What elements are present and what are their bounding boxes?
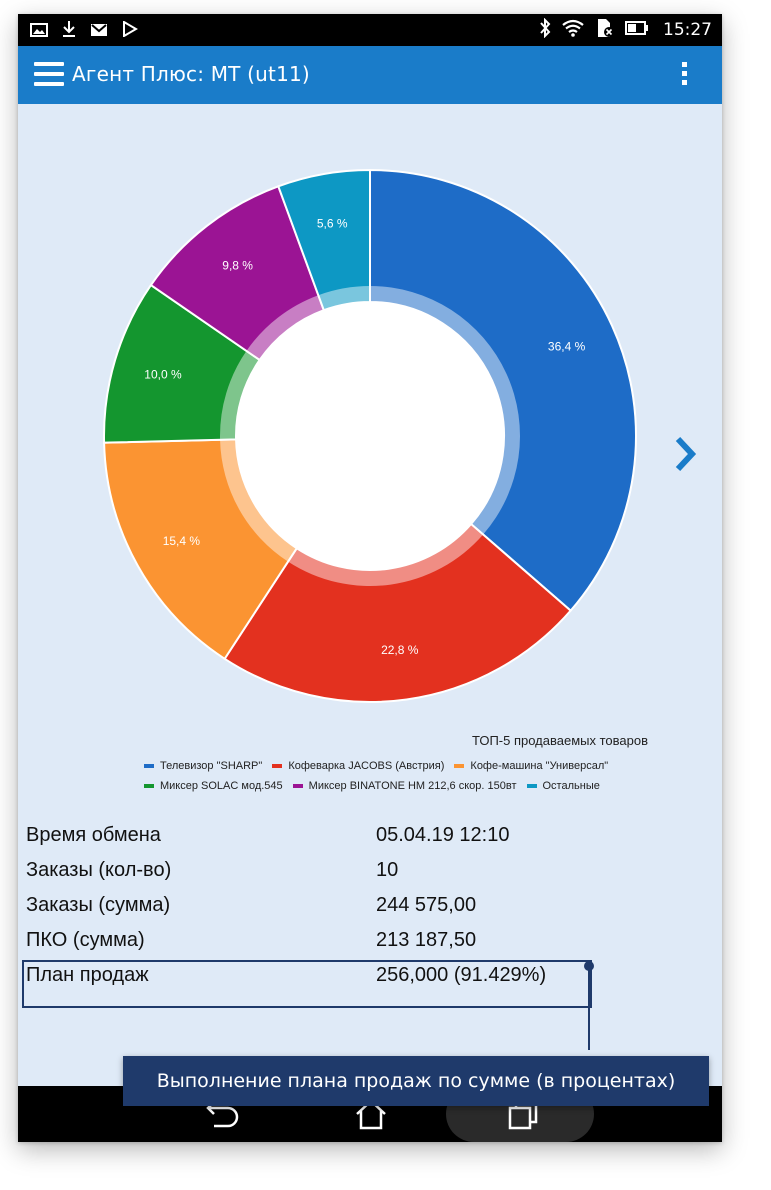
app-title: Агент Плюс: МТ (ut11) <box>72 62 310 86</box>
pie-slice-label: 9,8 % <box>222 258 253 272</box>
info-row-orders-sum: Заказы (сумма) 244 575,00 <box>18 888 722 923</box>
donut-chart: 36,4 % 22,8 % 15,4 % 10,0 % 9,8 % 5,6 % <box>103 168 637 703</box>
main-content: 36,4 % 22,8 % 15,4 % 10,0 % 9,8 % 5,6 % ТОП-5… <box>18 104 722 1086</box>
device-screen: 15:27 Агент Плюс: МТ (ut11) 36,4 % 22,8 %… <box>18 14 722 1142</box>
battery-icon <box>625 20 649 40</box>
wifi-icon <box>561 19 585 41</box>
info-value: 213 187,50 <box>376 929 477 951</box>
donut-hole <box>236 302 504 570</box>
chart-title: ТОП-5 продаваемых товаров <box>471 733 648 748</box>
pie-slice-inner-ring <box>318 286 370 311</box>
legend-label: Остальные <box>542 780 600 792</box>
clock: 15:27 <box>663 20 712 40</box>
legend-label: Миксер BINATONE HM 212,6 скор. 150вт <box>308 780 517 792</box>
pie-slice-label: 36,4 % <box>548 339 586 353</box>
pie-slice-inner-ring <box>246 295 324 360</box>
pie-slice-inner-ring <box>370 286 520 535</box>
pie-slice-inner-ring <box>288 523 484 586</box>
pie-slice-label: 22,8 % <box>381 643 419 657</box>
legend-item: Кофе-машина "Универсал" <box>454 760 608 772</box>
legend-item: Остальные <box>526 780 600 792</box>
sim-icon <box>595 18 615 42</box>
pie-slice-label: 5,6 % <box>317 216 348 230</box>
chevron-right-icon[interactable] <box>672 434 702 474</box>
pie-slice-inner-ring <box>220 439 297 562</box>
pie-slice-label: 15,4 % <box>163 534 201 548</box>
callout-connector-line <box>588 966 590 1050</box>
info-value: 256,000 (91.429%) <box>376 964 547 986</box>
legend-swatch <box>272 764 283 768</box>
info-label: Время обмена <box>26 824 161 846</box>
info-label: Заказы (кол-во) <box>26 859 172 881</box>
legend-item: Миксер BINATONE HM 212,6 скор. 150вт <box>292 780 517 792</box>
annotation-callout: Выполнение плана продаж по сумме (в проц… <box>123 1056 709 1106</box>
legend-item: Телевизор "SHARP" <box>144 760 262 772</box>
info-row-sales-plan: План продаж 256,000 (91.429%) <box>18 958 722 993</box>
info-label: Заказы (сумма) <box>26 894 171 916</box>
info-value: 10 <box>376 859 399 881</box>
play-store-icon <box>122 20 138 41</box>
info-row-pko-sum: ПКО (сумма) 213 187,50 <box>18 923 722 958</box>
legend-item: Кофеварка JACOBS (Австрия) <box>272 760 444 772</box>
app-bar: Агент Плюс: МТ (ut11) <box>18 46 722 104</box>
info-label: ПКО (сумма) <box>26 929 145 951</box>
info-value: 244 575,00 <box>376 894 477 916</box>
info-row-exchange-time: Время обмена 05.04.19 12:10 <box>18 818 722 853</box>
image-icon <box>30 22 48 41</box>
legend-item: Миксер SOLAC мод.545 <box>144 780 283 792</box>
more-vert-icon[interactable] <box>678 62 690 90</box>
legend-label: Телевизор "SHARP" <box>160 760 263 772</box>
summary-table: Время обмена 05.04.19 12:10 Заказы (кол-… <box>18 818 722 993</box>
chart-legend: Телевизор "SHARP" Кофеварка JACOBS (Авст… <box>144 756 684 796</box>
mail-icon <box>90 22 108 41</box>
legend-swatch <box>454 764 465 768</box>
legend-swatch <box>144 784 154 788</box>
legend-label: Кофе-машина "Универсал" <box>470 760 609 772</box>
info-value: 05.04.19 12:10 <box>376 824 510 846</box>
info-row-orders-count: Заказы (кол-во) 10 <box>18 853 722 888</box>
sales-plan-highlight <box>22 960 592 1008</box>
legend-swatch <box>292 784 303 788</box>
pie-slice-inner-ring <box>220 350 260 440</box>
hamburger-menu-icon[interactable] <box>34 62 64 88</box>
pie-slice-label: 10,0 % <box>144 367 182 381</box>
legend-label: Миксер SOLAC мод.545 <box>160 780 283 792</box>
status-bar: 15:27 <box>18 14 722 46</box>
info-label: План продаж <box>26 964 149 986</box>
legend-swatch <box>144 764 154 768</box>
legend-label: Кофеварка JACOBS (Австрия) <box>288 760 445 772</box>
legend-swatch <box>526 784 537 788</box>
download-icon <box>62 20 76 42</box>
bluetooth-icon <box>539 17 551 42</box>
